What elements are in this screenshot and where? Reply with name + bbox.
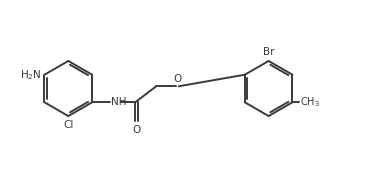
Text: H$_2$N: H$_2$N (20, 68, 41, 82)
Text: Cl: Cl (63, 119, 74, 130)
Text: NH: NH (111, 97, 127, 107)
Text: O: O (132, 125, 140, 135)
Text: CH$_3$: CH$_3$ (299, 95, 320, 109)
Text: Br: Br (263, 47, 275, 58)
Text: O: O (173, 74, 182, 84)
